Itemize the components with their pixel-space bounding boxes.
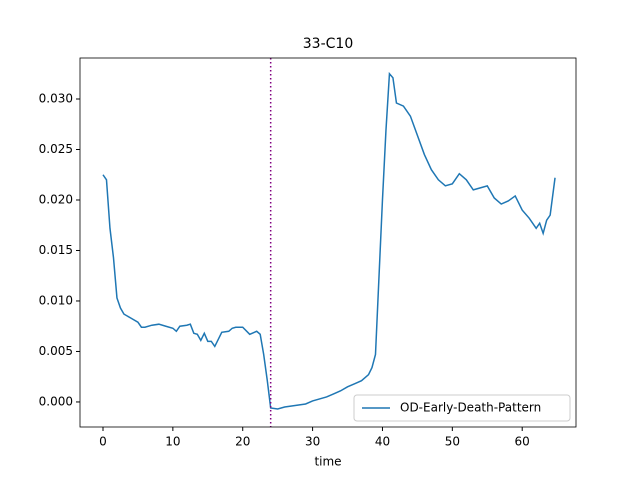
x-tick-label: 40 <box>375 435 390 449</box>
legend-label: OD-Early-Death-Pattern <box>400 401 541 415</box>
legend-box <box>353 394 571 422</box>
chart-title: 33-C10 <box>303 36 353 52</box>
plot-frame <box>79 57 577 428</box>
y-tick-label: 0.015 <box>39 243 73 257</box>
x-tick-label: 20 <box>235 435 250 449</box>
x-tick-label: 30 <box>305 435 320 449</box>
x-tick-label: 10 <box>165 435 180 449</box>
y-tick-label: 0.005 <box>39 344 73 358</box>
x-tick-label: 50 <box>445 435 460 449</box>
y-tick-label: 0.010 <box>39 293 73 307</box>
y-tick-label: 0.030 <box>39 92 73 106</box>
x-axis-label: time <box>314 455 341 469</box>
x-tick-label: 0 <box>99 435 107 449</box>
data-line <box>102 71 556 410</box>
y-tick-label: 0.025 <box>39 142 73 156</box>
x-tick-label: 60 <box>515 435 530 449</box>
y-tick-label: 0.000 <box>39 394 73 408</box>
y-tick-label: 0.020 <box>39 192 73 206</box>
